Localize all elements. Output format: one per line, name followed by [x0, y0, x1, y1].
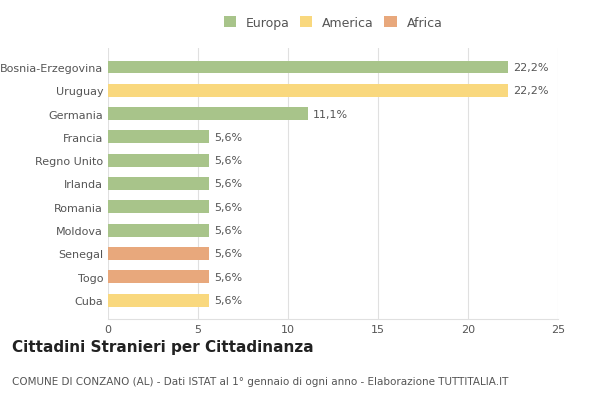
Text: 5,6%: 5,6%	[214, 179, 242, 189]
Bar	[108, 61, 508, 74]
Text: 5,6%: 5,6%	[214, 295, 242, 306]
Bar	[108, 294, 209, 307]
Bar	[108, 178, 209, 191]
Bar	[108, 271, 209, 283]
Bar	[108, 154, 209, 167]
Text: 11,1%: 11,1%	[313, 109, 349, 119]
Bar	[108, 201, 209, 214]
Text: 5,6%: 5,6%	[214, 249, 242, 259]
Text: 5,6%: 5,6%	[214, 156, 242, 166]
Text: 22,2%: 22,2%	[513, 63, 548, 73]
Legend: Europa, America, Africa: Europa, America, Africa	[218, 12, 448, 35]
Bar	[108, 131, 209, 144]
Text: 5,6%: 5,6%	[214, 226, 242, 236]
Text: 22,2%: 22,2%	[513, 86, 548, 96]
Bar	[108, 247, 209, 260]
Text: COMUNE DI CONZANO (AL) - Dati ISTAT al 1° gennaio di ogni anno - Elaborazione TU: COMUNE DI CONZANO (AL) - Dati ISTAT al 1…	[12, 376, 508, 386]
Text: 5,6%: 5,6%	[214, 272, 242, 282]
Text: 5,6%: 5,6%	[214, 133, 242, 142]
Bar	[108, 108, 308, 121]
Bar	[108, 224, 209, 237]
Text: Cittadini Stranieri per Cittadinanza: Cittadini Stranieri per Cittadinanza	[12, 339, 314, 355]
Bar	[108, 85, 508, 97]
Text: 5,6%: 5,6%	[214, 202, 242, 212]
